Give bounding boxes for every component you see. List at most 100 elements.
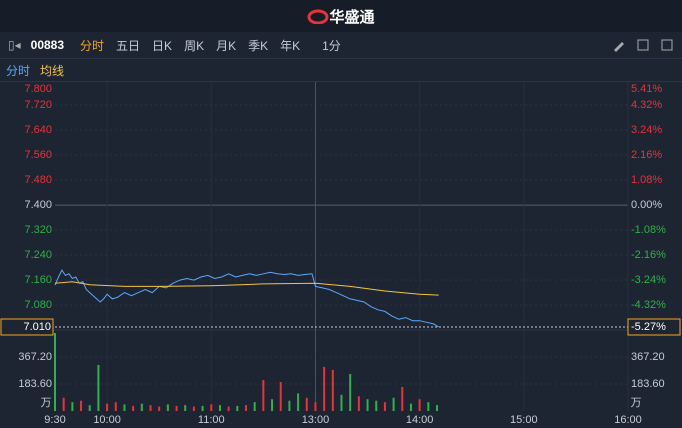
volume-bar <box>149 405 152 411</box>
y2-tick-label: 3.24% <box>631 124 662 136</box>
avg-line <box>54 281 439 296</box>
volume-bar <box>106 403 109 411</box>
volume-bar <box>97 364 100 411</box>
volume-bar <box>366 399 369 411</box>
volume-bar <box>271 399 274 411</box>
volume-bar <box>140 403 143 411</box>
volume-bar <box>201 405 204 411</box>
volume-bar <box>331 369 334 411</box>
last-price-box <box>0 318 54 336</box>
volume-bar <box>305 397 308 411</box>
volume-bar <box>54 333 56 411</box>
last-price: 7.010 <box>23 321 51 333</box>
volume-bar <box>401 387 404 411</box>
volume-bar <box>392 397 395 411</box>
volume-bar <box>192 406 195 411</box>
last-change-box <box>627 318 681 336</box>
volume-bar <box>375 400 378 411</box>
volume-bar <box>166 404 169 411</box>
volume-bar <box>227 406 230 411</box>
volume-bar <box>184 405 187 411</box>
y-tick-label: 7.480 <box>24 174 52 186</box>
y2-tick-label: -4.32% <box>631 299 666 311</box>
y2-tick-label: -3.24% <box>631 274 666 286</box>
volume-bar <box>314 402 317 411</box>
toolbar: ▯◂ 00883 分时 五日 日K 周K 月K 季K 年K 1分 <box>0 32 682 59</box>
volume-bar <box>175 405 178 411</box>
tab[interactable]: 日K <box>152 38 173 53</box>
vol-tick-label: 367.20 <box>18 351 52 363</box>
volume-bar <box>262 379 265 411</box>
tabs: 分时 五日 日K 周K 月K 季K 年K 1分 <box>64 37 341 54</box>
y-tick-label: 7.080 <box>24 299 52 311</box>
tab[interactable]: 年K <box>280 38 301 53</box>
y-tick-label: 7.160 <box>24 274 52 286</box>
volume-bar <box>218 405 221 411</box>
header: 华盛通 <box>0 0 682 32</box>
x-tick-label: 16:00 <box>614 414 642 426</box>
volume-bar <box>279 382 282 411</box>
volume-bar <box>88 405 91 411</box>
volume-bar <box>245 405 247 411</box>
volume-bar <box>297 393 300 411</box>
volume-bar <box>357 396 360 411</box>
volume-bar <box>210 404 213 411</box>
volume-bar <box>288 400 291 411</box>
volume-bar <box>132 405 135 411</box>
vol-unit-right: 万 <box>631 397 642 409</box>
volume-bar <box>383 402 386 411</box>
volume-bar <box>80 400 83 411</box>
volume-bar <box>418 399 421 411</box>
volume-bar <box>349 373 352 411</box>
volume-bar <box>114 402 117 411</box>
y-tick-label: 7.640 <box>24 124 52 136</box>
y-tick-label: 7.720 <box>24 99 52 111</box>
chart: 7.800 7.720 7.640 7.560 7.480 7.400 7.320 7.240… <box>0 82 682 426</box>
y2-tick-label: -2.16% <box>631 249 666 261</box>
volume-bar <box>340 394 343 411</box>
x-tick-label: 15:00 <box>510 414 538 426</box>
volume-bar <box>71 402 74 411</box>
logo <box>307 9 329 24</box>
volume-bar <box>323 366 326 411</box>
y-tick-label: 7.560 <box>24 149 52 161</box>
volume-bar <box>409 403 412 411</box>
tab[interactable]: 五日 <box>116 38 141 53</box>
legend-price: 分时 <box>6 63 31 78</box>
y2-tick-label: 4.32% <box>631 99 662 111</box>
y-tick-label: 7.320 <box>24 224 52 236</box>
stock-code: 00883 <box>30 38 65 52</box>
y-tick-label: 7.800 <box>24 83 52 95</box>
tab[interactable]: 周K <box>184 38 205 53</box>
y2-tick-label: 5.41% <box>631 83 662 95</box>
last-change: -5.27% <box>631 321 666 333</box>
y-tick-label: 7.400 <box>24 199 52 211</box>
tab[interactable]: 季K <box>248 38 269 53</box>
tool-icons[interactable] <box>612 38 676 52</box>
volume-bar <box>236 405 239 411</box>
vol-tick-label-right: 367.20 <box>631 351 665 363</box>
x-tick-label: 10:00 <box>93 414 121 426</box>
x-tick-label: 13:00 <box>302 414 330 426</box>
volume-bar <box>123 404 126 411</box>
x-tick-label: 9:30 <box>44 414 65 426</box>
volume-bar <box>158 406 161 411</box>
y2-tick-label: 0.00% <box>631 199 662 211</box>
y2-tick-label: 2.16% <box>631 149 662 161</box>
back-icon[interactable]: ▯◂ <box>8 38 21 52</box>
subbar: 分时 均线 <box>0 59 682 82</box>
tab[interactable]: 1分 <box>322 38 341 53</box>
vol-tick-label: 183.60 <box>18 378 52 390</box>
brand: 华盛通 <box>329 8 375 26</box>
y2-tick-label: 1.08% <box>631 174 662 186</box>
volume-bar <box>253 402 256 411</box>
tab[interactable]: 分时 <box>80 38 105 53</box>
price-line <box>54 269 439 328</box>
tab[interactable]: 月K <box>216 38 237 53</box>
volume-bar <box>62 397 65 411</box>
vol-tick-label-right: 183.60 <box>631 378 665 390</box>
vol-unit: 万 <box>41 397 52 409</box>
y-tick-label: 7.240 <box>24 249 52 261</box>
x-tick-label: 11:00 <box>198 414 225 426</box>
